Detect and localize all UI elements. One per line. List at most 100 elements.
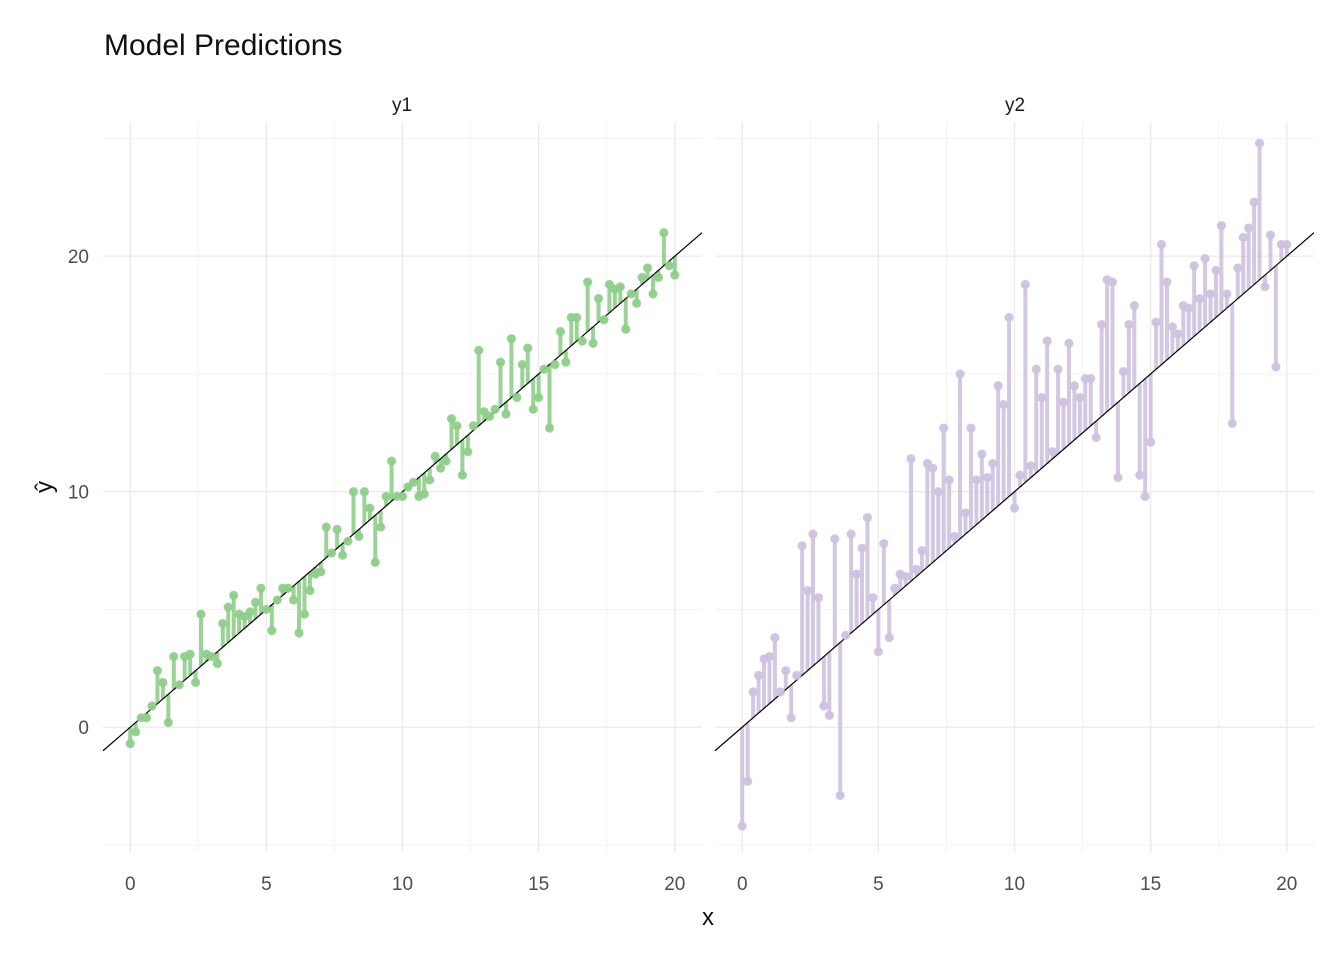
- x-tick-label: 15: [1140, 874, 1161, 895]
- data-point: [533, 392, 544, 403]
- data-point: [982, 472, 992, 483]
- data-point: [944, 475, 954, 485]
- data-point: [1167, 322, 1178, 332]
- data-point: [452, 421, 462, 431]
- data-point: [523, 343, 533, 353]
- data-point: [1282, 239, 1292, 250]
- data-point: [408, 477, 419, 487]
- data-point: [141, 713, 152, 723]
- data-point: [348, 487, 359, 497]
- data-point: [966, 423, 976, 433]
- data-point: [1265, 230, 1276, 240]
- data-point: [955, 369, 965, 379]
- data-point: [775, 687, 786, 697]
- data-point: [572, 312, 582, 323]
- data-point: [911, 564, 922, 575]
- facet-y1: y1 0 5 10 15 20: [102, 95, 703, 895]
- facet-label-y2: y2: [1005, 95, 1025, 116]
- data-point: [1026, 461, 1036, 471]
- data-point: [737, 821, 747, 831]
- data-point: [343, 536, 353, 546]
- data-point: [830, 534, 840, 544]
- data-point: [1216, 220, 1227, 231]
- data-point: [764, 651, 775, 662]
- y-axis-title: ŷ: [31, 481, 58, 493]
- data-point: [659, 227, 669, 238]
- data-point: [670, 270, 680, 280]
- data-point: [365, 503, 375, 513]
- data-point: [1135, 470, 1145, 480]
- x-tick-label: 5: [261, 874, 272, 895]
- data-point: [381, 491, 391, 502]
- data-point: [1096, 319, 1107, 330]
- data-point: [1064, 338, 1074, 349]
- data-point: [1238, 232, 1248, 243]
- data-point: [631, 298, 642, 309]
- data-point: [890, 583, 900, 593]
- data-point: [1162, 277, 1172, 287]
- data-point: [288, 595, 299, 605]
- data-point: [1058, 397, 1069, 407]
- data-point: [615, 282, 626, 292]
- data-point: [539, 364, 549, 374]
- data-point: [1200, 253, 1210, 264]
- data-point: [988, 458, 998, 469]
- data-point: [544, 423, 555, 433]
- data-point: [1069, 381, 1080, 391]
- data-point: [397, 491, 408, 502]
- data-point: [272, 595, 282, 605]
- data-point: [250, 597, 261, 608]
- data-point: [648, 289, 658, 299]
- data-point: [846, 529, 856, 539]
- data-point: [501, 409, 511, 419]
- data-point: [960, 508, 971, 518]
- data-point: [840, 630, 851, 641]
- data-point: [1037, 392, 1047, 403]
- data-point: [457, 470, 468, 480]
- data-point: [337, 550, 348, 560]
- data-point: [212, 658, 223, 669]
- data-point: [152, 665, 163, 676]
- data-point: [1107, 277, 1118, 287]
- data-point: [971, 475, 982, 485]
- data-point: [1086, 373, 1096, 384]
- data-point: [1173, 329, 1183, 339]
- data-point: [1118, 366, 1129, 377]
- y-tick-label: 0: [78, 718, 89, 739]
- data-point: [495, 357, 506, 367]
- data-point: [868, 592, 878, 603]
- data-point: [332, 524, 342, 535]
- data-point: [993, 381, 1003, 391]
- data-point: [742, 776, 753, 787]
- data-point: [435, 463, 446, 473]
- data-point: [933, 487, 943, 497]
- data-point: [577, 336, 587, 346]
- data-point: [1205, 289, 1216, 299]
- x-axis-title: x: [702, 904, 714, 931]
- data-point: [835, 790, 845, 801]
- data-point: [125, 738, 135, 749]
- data-point: [561, 357, 571, 367]
- x-tick-label: 0: [125, 874, 136, 895]
- data-point: [588, 338, 598, 349]
- data-point: [207, 651, 217, 662]
- data-point: [977, 449, 987, 459]
- data-point: [147, 701, 157, 711]
- data-point: [354, 531, 364, 542]
- data-point: [1243, 223, 1254, 233]
- data-point: [664, 260, 675, 271]
- data-point: [245, 607, 255, 617]
- data-point: [813, 592, 824, 603]
- data-point: [1140, 491, 1150, 502]
- data-point: [169, 651, 179, 662]
- data-point: [637, 272, 647, 283]
- data-point: [370, 557, 380, 568]
- data-point: [228, 590, 239, 601]
- y-axis-ticks: 0 10 20: [68, 247, 89, 739]
- data-point: [256, 583, 266, 593]
- data-point: [599, 315, 609, 325]
- data-point: [802, 585, 813, 596]
- x-tick-label: 10: [392, 874, 413, 895]
- data-point: [261, 604, 272, 615]
- data-point: [917, 545, 927, 556]
